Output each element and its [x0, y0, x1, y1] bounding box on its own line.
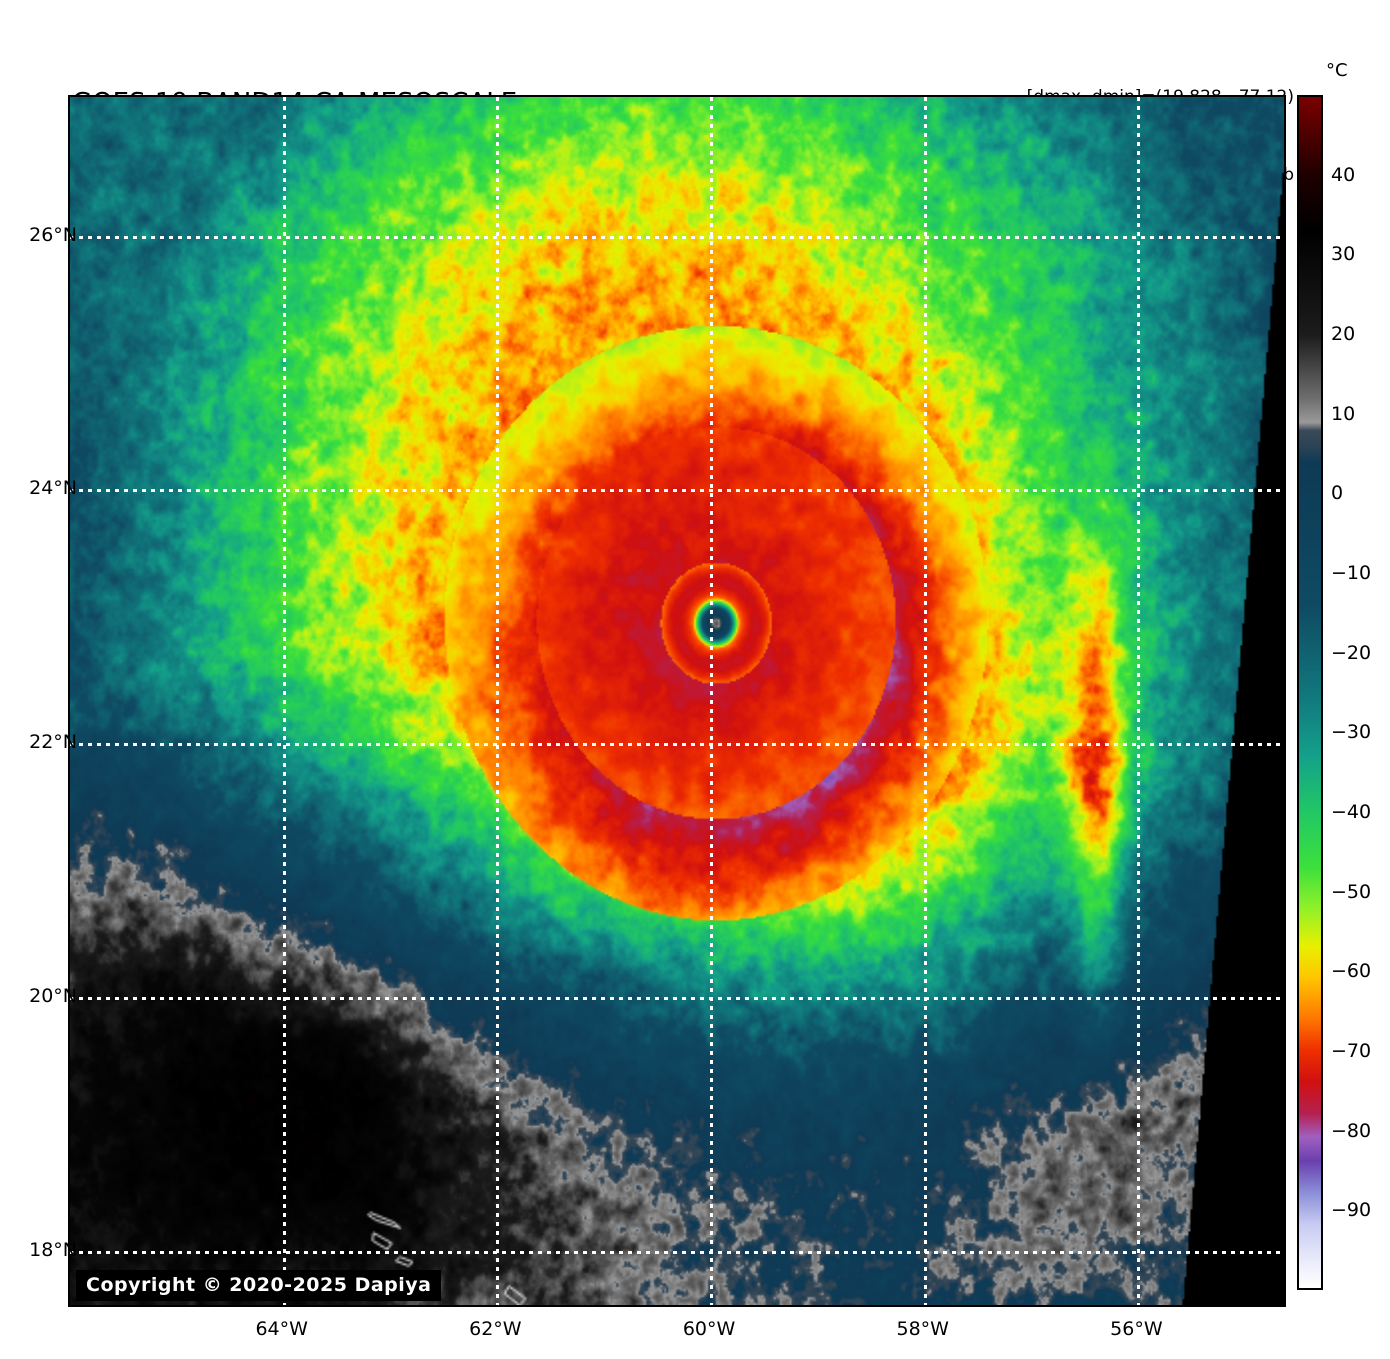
longitude-tick-label: 62°W	[469, 1318, 522, 1340]
satellite-image-plot[interactable]: Copyright © 2020-2025 Dapiya	[68, 95, 1286, 1307]
colorbar-tick-label: −20	[1331, 641, 1372, 664]
colorbar[interactable]	[1297, 95, 1323, 1290]
colorbar-tick-label: −70	[1331, 1040, 1372, 1062]
satellite-imagery-canvas	[70, 97, 1284, 1305]
colorbar-tick-label: 30	[1331, 243, 1356, 266]
colorbar-tick-label: −80	[1331, 1119, 1372, 1142]
latitude-tick-label: 18°N	[29, 1238, 77, 1261]
colorbar-tick-label: −10	[1331, 562, 1372, 584]
latitude-tick-label: 22°N	[29, 731, 77, 754]
colorbar-tick-label: −60	[1331, 960, 1372, 983]
colorbar-tick-label: 20	[1331, 323, 1356, 345]
copyright-banner: Copyright © 2020-2025 Dapiya	[76, 1270, 442, 1301]
colorbar-tick-label: −40	[1331, 801, 1372, 823]
longitude-tick-label: 60°W	[682, 1318, 736, 1340]
longitude-tick-label: 58°W	[896, 1318, 949, 1340]
colorbar-gradient	[1299, 97, 1321, 1288]
longitude-tick-label: 64°W	[255, 1318, 308, 1340]
colorbar-tick-label: −50	[1331, 880, 1372, 903]
colorbar-unit-label: °C	[1326, 60, 1348, 81]
longitude-tick-label: 56°W	[1110, 1318, 1163, 1340]
colorbar-tick-label: 0	[1331, 482, 1344, 505]
colorbar-tick-label: 40	[1331, 163, 1356, 186]
colorbar-tick-label: −90	[1331, 1199, 1372, 1222]
latitude-tick-label: 20°N	[29, 985, 77, 1008]
colorbar-tick-label: −30	[1331, 721, 1372, 744]
latitude-tick-label: 26°N	[29, 223, 77, 246]
latitude-tick-label: 24°N	[29, 477, 77, 500]
colorbar-tick-label: 10	[1331, 402, 1356, 425]
